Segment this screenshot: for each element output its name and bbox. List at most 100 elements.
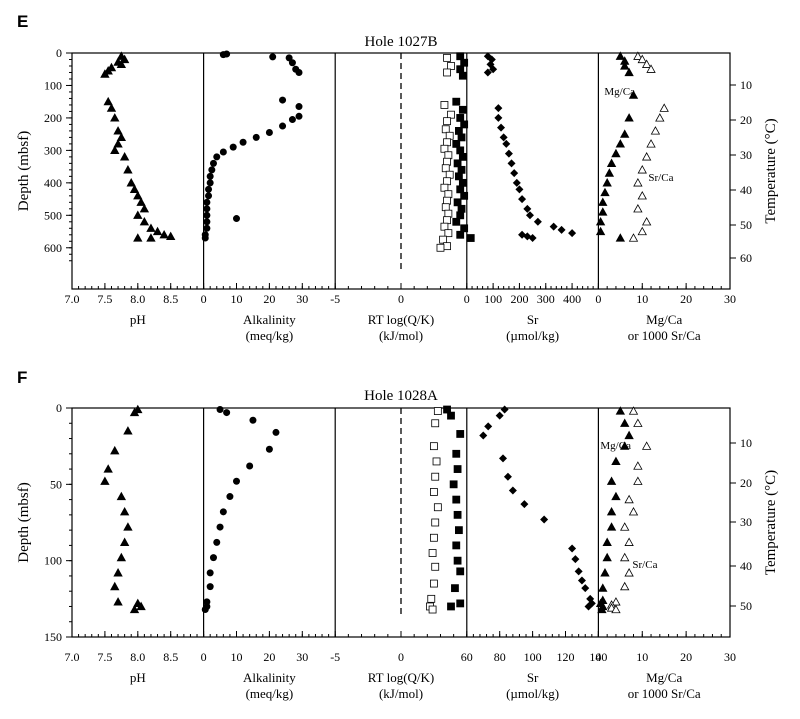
data-point-square — [447, 62, 455, 70]
data-point-triangle — [126, 178, 136, 187]
data-point-square — [456, 65, 465, 74]
x-axis-label: (kJ/mol) — [379, 686, 423, 701]
x-axis-label: (µmol/kg) — [506, 328, 559, 343]
data-point-square — [458, 105, 467, 114]
data-point-circle — [213, 153, 221, 161]
data-point-triangle — [602, 178, 612, 187]
data-point-circle — [206, 172, 214, 180]
data-point-square — [443, 117, 451, 126]
data-point-square — [443, 157, 451, 166]
data-point-triangle — [628, 406, 639, 415]
data-point-triangle — [624, 113, 634, 122]
data-point-circle — [265, 445, 273, 453]
data-point-square — [431, 518, 440, 527]
data-point-square — [440, 222, 449, 231]
data-point-triangle — [606, 476, 617, 485]
x-tick-label: 7.5 — [97, 292, 112, 306]
data-point-square — [458, 178, 467, 187]
data-point-triangle — [641, 216, 652, 226]
x-axis-label: Sr — [527, 670, 539, 685]
data-point-circle — [295, 103, 303, 111]
data-point-circle — [219, 148, 227, 156]
temperature-axis-label: Temperature (°C) — [763, 118, 779, 223]
data-point-diamond — [540, 515, 549, 524]
x-axis-label: or 1000 Sr/Ca — [628, 686, 701, 701]
data-point-diamond — [515, 185, 524, 194]
x-tick-label: -5 — [330, 292, 340, 306]
data-point-circle — [246, 462, 254, 470]
data-point-square — [441, 125, 450, 134]
data-point-triangle — [600, 568, 610, 577]
temperature-tick-label: 20 — [740, 113, 752, 127]
data-point-circle — [206, 583, 214, 591]
data-point-triangle — [113, 568, 123, 577]
panel-title: Hole 1028A — [364, 388, 438, 404]
data-point-diamond — [584, 602, 593, 611]
series-annotation: Mg/Ca — [600, 440, 631, 452]
temperature-tick-label: 60 — [740, 251, 752, 265]
data-point-diamond — [525, 211, 534, 220]
data-point-triangle — [119, 537, 130, 546]
data-point-triangle — [123, 426, 133, 435]
data-point-square — [457, 165, 466, 174]
data-point-square — [458, 71, 467, 80]
data-point-triangle — [146, 233, 156, 242]
data-point-diamond — [571, 555, 580, 564]
temperature-tick-label: 50 — [740, 599, 752, 613]
data-point-square — [455, 172, 463, 181]
data-point-triangle — [598, 197, 608, 206]
data-point-triangle — [123, 165, 133, 174]
data-point-square — [439, 235, 448, 244]
data-point-triangle — [600, 187, 610, 197]
data-point-triangle — [641, 59, 652, 68]
data-point-circle — [205, 185, 213, 193]
data-point-circle — [233, 477, 240, 485]
data-point-diamond — [510, 169, 519, 178]
data-point-triangle — [116, 552, 127, 562]
data-point-square — [449, 480, 458, 489]
data-point-square — [447, 411, 455, 420]
temperature-tick-label: 40 — [740, 183, 752, 197]
data-point-square — [460, 120, 469, 129]
data-point-circle — [229, 143, 237, 151]
data-point-triangle — [602, 537, 612, 546]
data-point-square — [432, 457, 441, 466]
panel-letter: F — [17, 368, 27, 387]
data-point-triangle — [602, 552, 612, 562]
data-point-square — [441, 164, 450, 173]
data-point-triangle — [659, 103, 669, 112]
track-3: 60 80 100 120 140 Sr(µmol/kg) — [461, 405, 607, 701]
data-point-triangle — [116, 132, 127, 142]
data-point-triangle — [110, 445, 120, 455]
x-tick-label: 8.0 — [130, 292, 145, 306]
x-axis-label: RT log(Q/K) — [368, 312, 435, 327]
data-point-triangle — [633, 461, 643, 470]
data-point-square — [444, 209, 453, 218]
data-point-triangle — [129, 604, 140, 614]
data-point-triangle — [615, 406, 626, 415]
x-tick-label: 10 — [636, 650, 648, 664]
x-tick-label: 7.5 — [97, 650, 112, 664]
x-tick-label: 10 — [231, 650, 243, 664]
data-point-triangle — [133, 210, 143, 219]
data-point-square — [456, 211, 465, 220]
data-point-circle — [272, 428, 280, 436]
data-point-triangle — [646, 139, 656, 148]
data-point-triangle — [604, 168, 615, 177]
data-point-triangle — [620, 61, 630, 70]
data-point-square — [436, 243, 445, 252]
x-axis-label: Alkalinity — [243, 670, 296, 685]
x-axis-label: (meq/kg) — [246, 328, 294, 343]
data-point-diamond — [489, 65, 498, 74]
data-point-circle — [206, 569, 214, 577]
depth-tick-label: 300 — [44, 143, 62, 157]
track-2: -5 0 RT log(Q/K)(kJ/mol) — [330, 405, 468, 701]
x-tick-label: 0 — [201, 650, 207, 664]
data-point-triangle — [119, 54, 130, 64]
temperature-tick-label: 10 — [740, 436, 752, 450]
x-tick-label: 300 — [537, 292, 555, 306]
data-point-square — [431, 472, 440, 481]
